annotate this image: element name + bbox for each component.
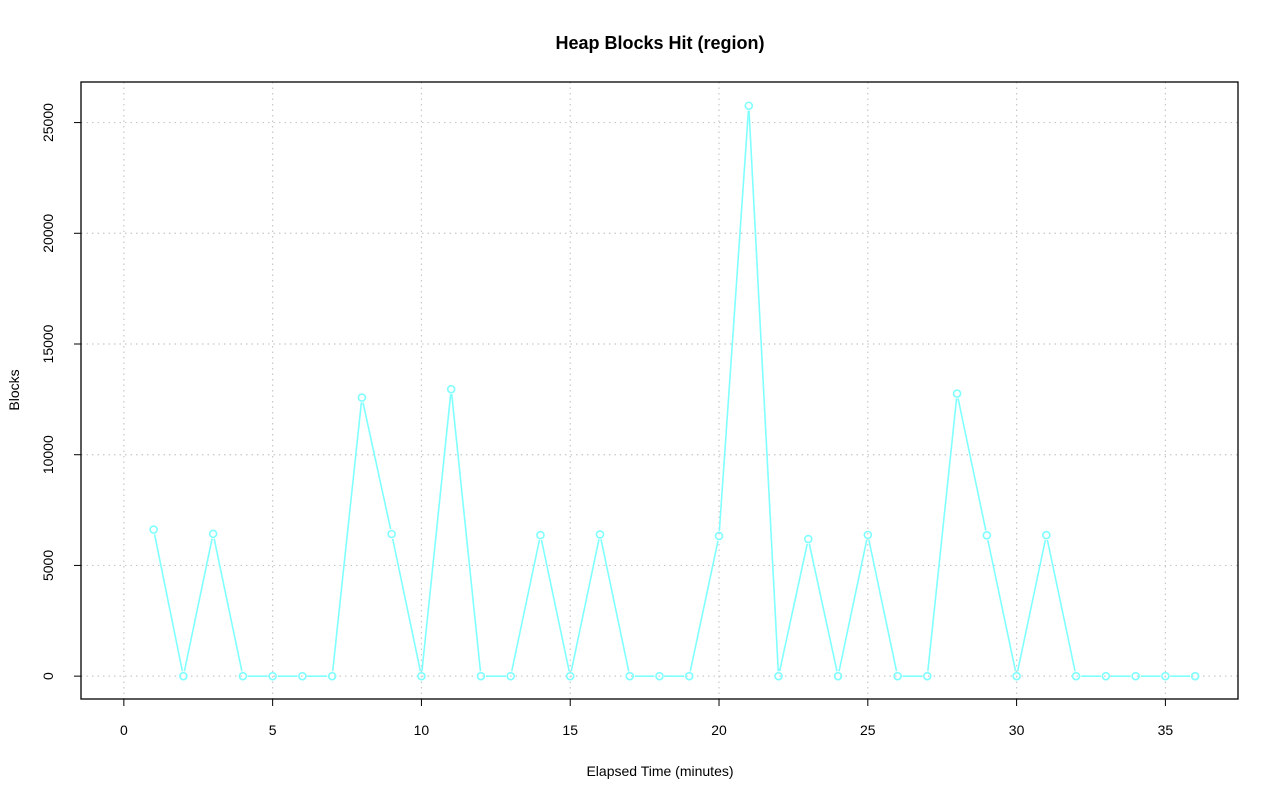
y-tick-label: 5000	[40, 550, 56, 581]
x-tick-label: 15	[562, 722, 578, 738]
data-point	[238, 671, 248, 681]
data-point	[208, 529, 218, 539]
series-line-segment	[808, 543, 838, 672]
data-point	[982, 531, 992, 540]
series-line-segment	[718, 110, 750, 532]
series-line-segment	[868, 539, 898, 672]
x-tick-label: 10	[414, 722, 430, 738]
y-tick-label: 15000	[40, 324, 56, 363]
data-point	[1131, 671, 1140, 681]
data-point	[327, 671, 337, 681]
series-line-segment	[391, 538, 422, 672]
series-line-segment	[957, 398, 987, 531]
y-tick-label: 25000	[40, 103, 56, 142]
plot-frame	[80, 81, 1239, 700]
series-line-segment	[748, 110, 780, 672]
data-point	[1012, 671, 1021, 681]
data-point	[387, 529, 396, 539]
data-point	[179, 671, 188, 681]
series-line-segment	[570, 539, 600, 672]
series-line-segment	[421, 394, 452, 672]
x-tick-label: 35	[1158, 722, 1174, 738]
data-point	[446, 384, 456, 394]
series-line-segment	[1046, 539, 1076, 672]
series-line-segment	[600, 539, 630, 672]
y-tick-label: 0	[40, 672, 56, 680]
series-line-segment	[213, 538, 243, 672]
data-point	[1161, 671, 1170, 681]
series-line-segment	[838, 539, 868, 672]
data-point	[417, 671, 426, 681]
data-point	[744, 101, 754, 111]
data-point	[565, 671, 575, 681]
y-tick-label: 20000	[40, 214, 56, 253]
data-point	[298, 671, 307, 681]
data-point	[923, 671, 932, 681]
chart-title: Heap Blocks Hit (region)	[555, 33, 764, 53]
data-point	[595, 530, 605, 539]
series-line-segment	[540, 539, 570, 672]
series-line-segment	[183, 538, 213, 672]
series-line-segment	[778, 543, 809, 672]
data-point	[357, 393, 367, 402]
series-line-segment	[987, 540, 1017, 672]
y-tick-label: 10000	[40, 435, 56, 474]
series-line-segment	[450, 394, 482, 672]
data-point	[476, 671, 486, 681]
data-point	[1071, 671, 1081, 681]
data-point	[774, 671, 783, 681]
series-line-segment	[510, 539, 541, 672]
data-point	[952, 389, 962, 398]
data-point	[149, 525, 158, 534]
data-point	[1190, 671, 1200, 681]
x-tick-label: 20	[711, 722, 727, 738]
data-point	[655, 671, 664, 681]
series-line-segment	[153, 534, 184, 672]
series-line-segment	[1016, 539, 1047, 672]
series-line-segment	[331, 402, 363, 672]
data-point	[1042, 530, 1051, 540]
data-point	[536, 530, 545, 540]
axes-layer: 0 5 10 15 20 25 30 35 0 5000 10000 15000 20000 25000	[40, 103, 1173, 738]
y-axis-title: Blocks	[6, 369, 22, 410]
data-point	[684, 671, 694, 681]
data-point	[625, 671, 635, 681]
x-tick-label: 0	[120, 722, 128, 738]
series-line-segment	[927, 398, 958, 672]
x-tick-label: 25	[860, 722, 876, 738]
data-point	[803, 534, 813, 544]
x-axis-title: Elapsed Time (minutes)	[586, 763, 733, 779]
data-point	[863, 530, 873, 540]
data-point	[1101, 671, 1111, 681]
series-line-segment	[689, 540, 719, 672]
data-point	[268, 671, 277, 681]
data-point	[833, 671, 843, 681]
data-point	[506, 671, 516, 681]
data-point	[893, 671, 902, 681]
data-point	[714, 531, 724, 541]
series-layer	[149, 101, 1200, 681]
grid-layer	[81, 82, 1238, 699]
series-line-segment	[362, 402, 392, 530]
x-tick-label: 30	[1009, 722, 1025, 738]
x-tick-label: 5	[269, 722, 277, 738]
